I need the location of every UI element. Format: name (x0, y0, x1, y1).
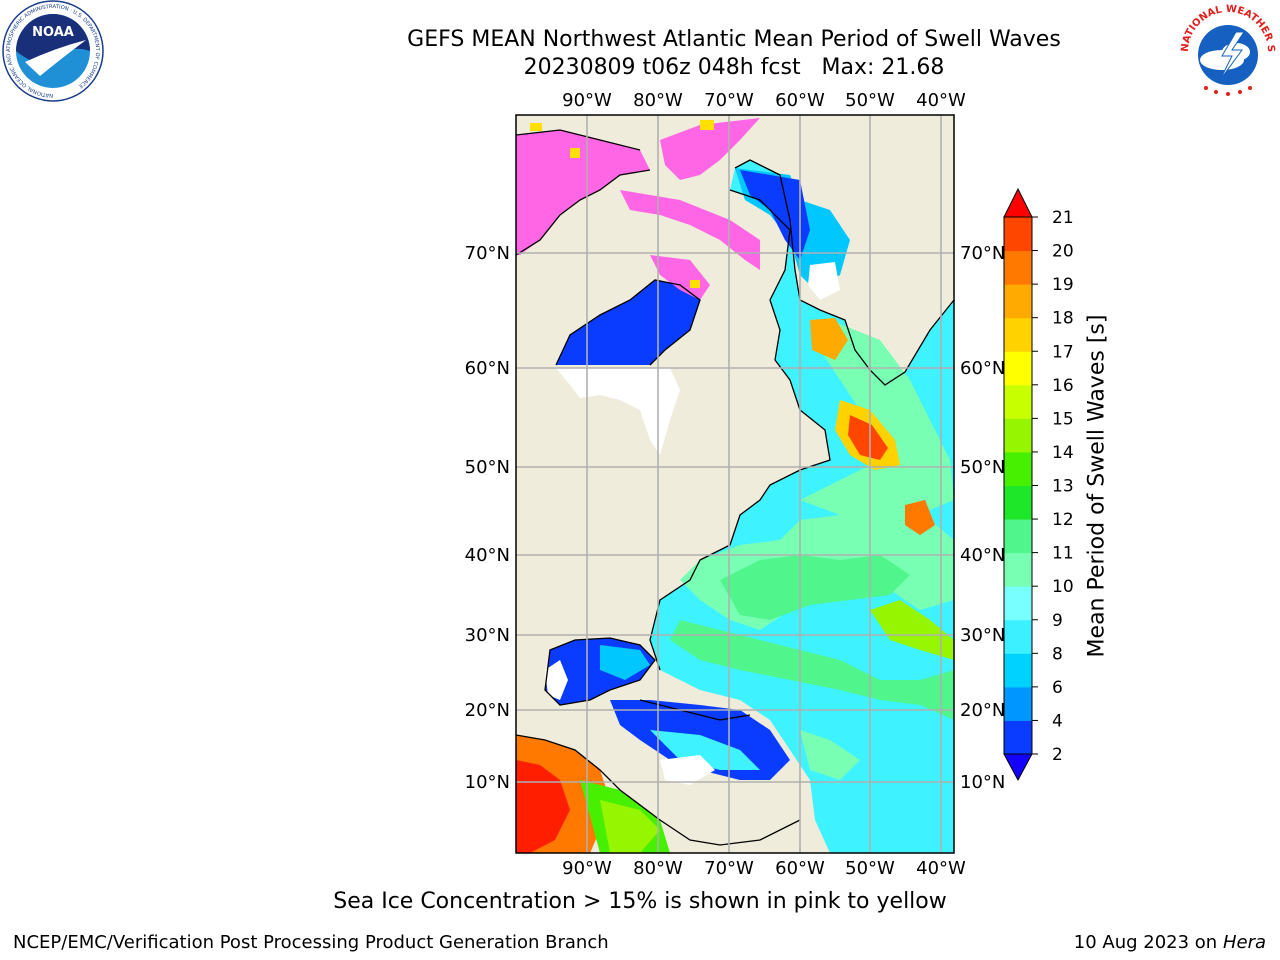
lon-label: 80°W (633, 858, 683, 879)
colorbar-tick-label: 19 (1052, 275, 1074, 295)
lon-label: 90°W (562, 858, 612, 879)
lon-label: 70°W (704, 858, 754, 879)
map-panel (516, 115, 954, 853)
colorbar-segment (1004, 384, 1032, 419)
colorbar-tick-label: 4 (1052, 711, 1063, 731)
lat-label: 70°N (960, 243, 1005, 264)
lat-label: 50°N (465, 457, 510, 478)
title-line-2: 20230809 t06z 048h fcst Max: 21.68 (523, 55, 945, 80)
lon-label: 90°W (562, 90, 612, 111)
colorbar-segment (1004, 619, 1032, 654)
colorbar-segment (1004, 351, 1032, 386)
lat-labels-left: 70°N 60°N 50°N 40°N 30°N 20°N 10°N (465, 243, 510, 793)
lat-label: 40°N (465, 545, 510, 566)
lat-label: 70°N (465, 243, 510, 264)
colorbar-segment (1004, 317, 1032, 352)
lat-label: 30°N (960, 625, 1005, 646)
colorbar-segment (1004, 451, 1032, 486)
credit-text: NCEP/EMC/Verification Post Processing Pr… (13, 932, 609, 953)
lon-label: 60°W (775, 858, 825, 879)
colorbar-tick-label: 21 (1052, 208, 1074, 228)
lat-label: 60°N (465, 358, 510, 379)
lon-label: 40°W (916, 858, 966, 879)
colorbar-segment (1004, 653, 1032, 688)
colorbar-tick-label: 13 (1052, 477, 1074, 497)
lat-label: 20°N (465, 700, 510, 721)
colorbar-tick-label: 15 (1052, 409, 1074, 429)
lon-label: 60°W (775, 90, 825, 111)
sea-ice-high (530, 120, 714, 288)
colorbar-segment (1004, 552, 1032, 587)
map-frame (515, 114, 955, 854)
noaa-letters: NOAA (32, 25, 74, 40)
lon-label: 80°W (633, 90, 683, 111)
colorbar-tick-label: 9 (1052, 611, 1063, 631)
date-text: 10 Aug 2023 on (1073, 932, 1218, 953)
colorbar-tick-label: 17 (1052, 342, 1074, 362)
graticule (516, 115, 954, 853)
colorbar-segment (1004, 586, 1032, 621)
colorbar-tick-label: 20 (1052, 242, 1074, 262)
colorbar-tick-label: 2 (1052, 745, 1063, 765)
colorbar-tick-label: 11 (1052, 544, 1074, 564)
title-line-1: GEFS MEAN Northwest Atlantic Mean Period… (407, 27, 1061, 52)
sea-ice (516, 118, 760, 300)
lon-labels-bottom: 90°W 80°W 70°W 60°W 50°W 40°W (562, 858, 966, 879)
lat-label: 60°N (960, 358, 1005, 379)
colorbar: 2 4 6 8 9 10 11 12 13 14 15 16 17 18 19 20 21 (1003, 187, 1074, 782)
colorbar-segment (1004, 217, 1032, 252)
colorbar-segment (1004, 686, 1032, 721)
colorbar-tick-label: 8 (1052, 644, 1063, 664)
coastlines (516, 129, 954, 846)
date-stamp: 10 Aug 2023 on Hera (1074, 932, 1266, 953)
colorbar-over-arrow (1003, 187, 1033, 218)
map-title: GEFS MEAN Northwest Atlantic Mean Period… (0, 26, 1280, 82)
colorbar-under-arrow (1003, 753, 1033, 782)
colorbar-segment (1004, 519, 1032, 554)
lon-labels-top: 90°W 80°W 70°W 60°W 50°W 40°W (562, 90, 966, 111)
colorbar-tick-label: 10 (1052, 577, 1074, 597)
sea-ice-note: Sea Ice Concentration > 15% is shown in … (333, 889, 947, 914)
colorbar-tick-label: 14 (1052, 443, 1074, 463)
colorbar-segment (1004, 284, 1032, 319)
nws-logo: NATIONAL WEATHER SERVICE (1176, 0, 1276, 98)
colorbar-segment (1004, 720, 1032, 755)
colorbar-segment (1004, 485, 1032, 520)
noaa-logo: NATIONAL OCEANIC AND ATMOSPHERIC ADMINIS… (2, 0, 104, 102)
hudson-bay (556, 280, 700, 365)
lat-label: 30°N (465, 625, 510, 646)
lat-label: 20°N (960, 700, 1005, 721)
lat-label: 40°N (960, 545, 1005, 566)
machine-name: Hera (1222, 932, 1266, 953)
lat-label: 50°N (960, 457, 1005, 478)
lon-label: 50°W (845, 90, 895, 111)
lon-label: 40°W (916, 90, 966, 111)
swell-band-south (670, 620, 954, 720)
colorbar-tick-label: 6 (1052, 678, 1063, 698)
lat-labels-right: 70°N 60°N 50°N 40°N 30°N 20°N 10°N (960, 243, 1005, 793)
lon-label: 50°W (845, 858, 895, 879)
lat-label: 10°N (465, 772, 510, 793)
lat-label: 10°N (960, 772, 1005, 793)
colorbar-tick-label: 12 (1052, 510, 1074, 530)
colorbar-segment (1004, 250, 1032, 285)
colorbar-tick-label: 18 (1052, 309, 1074, 329)
colorbar-label: Mean Period of Swell Waves [s] (1084, 314, 1110, 658)
lon-label: 70°W (704, 90, 754, 111)
colorbar-tick-label: 16 (1052, 376, 1074, 396)
colorbar-segment (1004, 418, 1032, 453)
